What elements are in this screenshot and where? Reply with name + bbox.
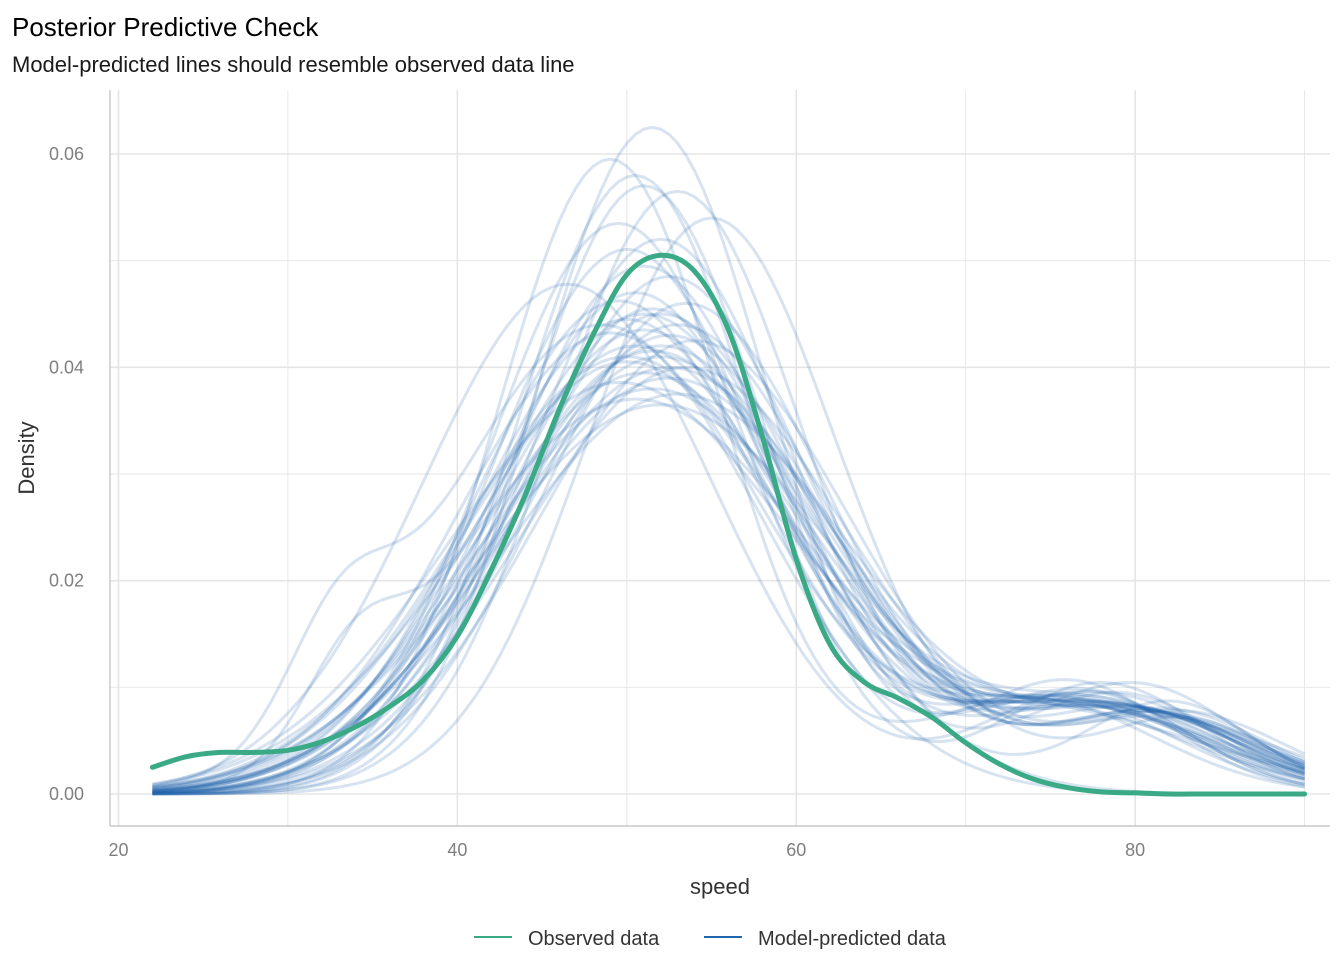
- legend: Observed data Model-predicted data: [474, 928, 947, 950]
- model-predicted-line: [152, 397, 1306, 787]
- x-tick-labels: 20 40 60 80: [108, 840, 1145, 860]
- model-predicted-line: [152, 371, 1306, 791]
- y-tick-label: 0.00: [49, 784, 84, 804]
- model-predicted-line: [152, 157, 1305, 796]
- model-predicted-line: [152, 299, 1305, 794]
- model-predicted-line: [152, 317, 1306, 793]
- model-predicted-line: [152, 339, 1306, 795]
- model-predicted-line: [152, 380, 1305, 786]
- model-predicted-line: [152, 189, 1305, 796]
- model-predicted-line: [152, 237, 1306, 796]
- x-tick-label: 80: [1125, 840, 1145, 860]
- model-predicted-line: [152, 216, 1306, 796]
- model-predicted-line: [152, 328, 1306, 793]
- chart-title: Posterior Predictive Check: [12, 12, 319, 42]
- x-tick-label: 60: [786, 840, 806, 860]
- y-axis-title: Density: [14, 421, 39, 494]
- x-axis-title: speed: [690, 874, 750, 899]
- model-predicted-line: [152, 282, 1305, 787]
- model-predicted-line: [152, 323, 1306, 795]
- y-tick-label: 0.02: [49, 571, 84, 591]
- grid-lines: [110, 90, 1330, 826]
- model-predicted-line: [152, 365, 1306, 794]
- model-predicted-line: [152, 392, 1306, 792]
- model-predicted-line: [152, 275, 1305, 795]
- model-predicted-line: [152, 264, 1306, 795]
- legend-label-observed: Observed data: [528, 928, 660, 950]
- model-predicted-line: [152, 387, 1306, 790]
- model-predicted-line: [152, 344, 1306, 792]
- model-predicted-lines: [152, 125, 1306, 796]
- model-predicted-line: [152, 307, 1306, 795]
- model-predicted-line: [152, 331, 1305, 791]
- model-predicted-line: [152, 333, 1306, 794]
- y-tick-label: 0.06: [49, 144, 84, 164]
- model-predicted-line: [152, 365, 1306, 792]
- model-predicted-line: [152, 355, 1305, 789]
- chart-subtitle: Model-predicted lines should resemble ob…: [12, 52, 575, 77]
- legend-label-predicted: Model-predicted data: [758, 928, 947, 950]
- model-predicted-line: [152, 184, 1305, 796]
- x-tick-label: 20: [108, 840, 128, 860]
- y-tick-label: 0.04: [49, 357, 84, 377]
- model-predicted-line: [152, 173, 1306, 796]
- x-tick-label: 40: [447, 840, 467, 860]
- y-tick-labels: 0.00 0.02 0.04 0.06: [49, 144, 84, 804]
- axes: [109, 90, 1330, 827]
- model-predicted-line: [152, 403, 1306, 789]
- model-predicted-line: [152, 376, 1306, 792]
- observed-line-group: [149, 252, 1308, 797]
- observed-data-line: [149, 252, 1308, 797]
- model-predicted-line: [152, 360, 1305, 790]
- model-predicted-line: [152, 125, 1305, 796]
- model-predicted-line: [152, 312, 1306, 795]
- model-predicted-line: [152, 312, 1305, 796]
- model-predicted-line: [152, 349, 1306, 793]
